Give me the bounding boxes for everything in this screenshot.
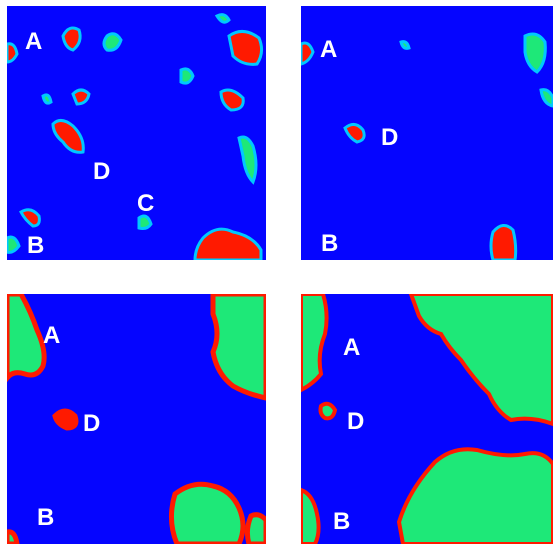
label-b: B [333,508,351,535]
panel-bottom-left: A B D [7,294,266,544]
label-a: A [343,334,361,361]
pattern-bottom-left [7,294,266,544]
label-d: D [93,158,111,185]
label-b: B [27,232,45,259]
label-d: D [381,124,399,151]
label-b: B [37,504,55,531]
label-c: C [137,190,155,217]
panel-top-left: A B C D [7,6,266,260]
label-d: D [83,410,101,437]
label-a: A [43,322,61,349]
label-a: A [25,28,43,55]
label-d: D [347,408,365,435]
panel-bottom-right: A B D [301,294,553,544]
pattern-bottom-right [301,294,553,544]
pattern-top-right [301,32,553,260]
label-b: B [321,230,339,257]
pattern-top-left [7,13,264,260]
label-a: A [320,36,338,63]
panel-top-right: A B D [301,6,553,260]
